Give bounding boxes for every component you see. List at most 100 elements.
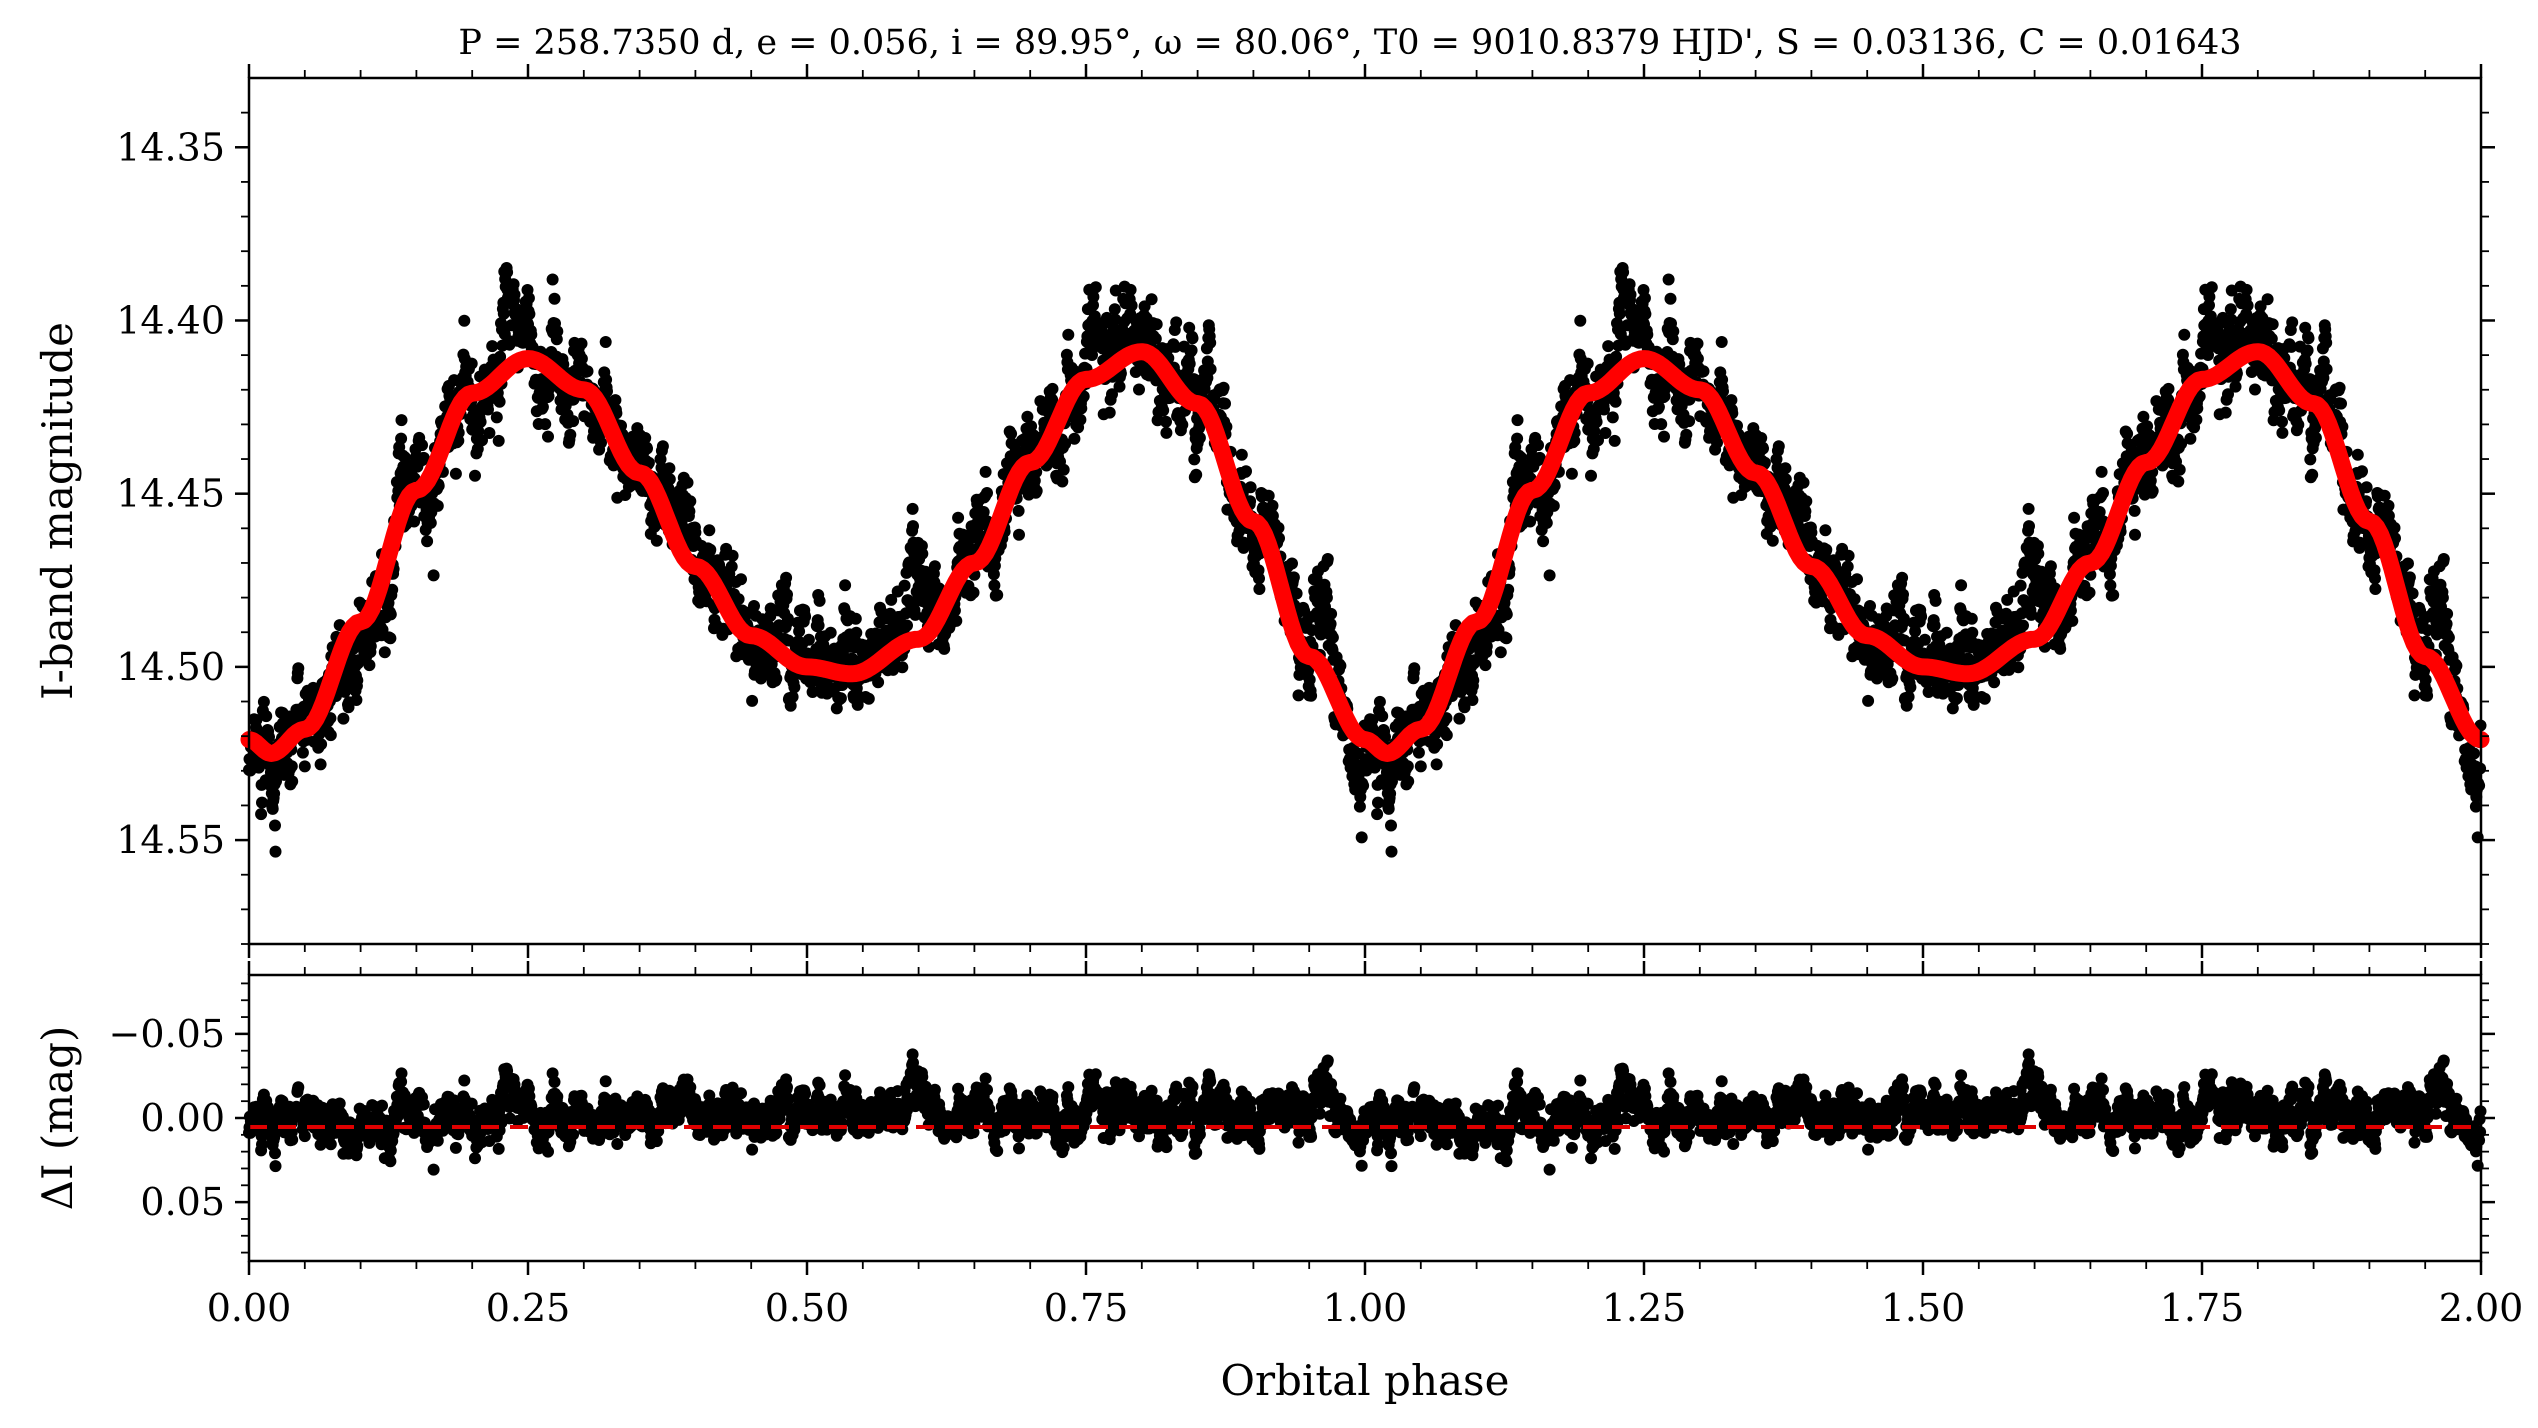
data-point — [2408, 689, 2421, 702]
data-point — [384, 632, 397, 645]
data-point — [1624, 288, 1637, 301]
data-point — [938, 642, 951, 655]
data-point — [1480, 640, 1493, 653]
data-point — [1240, 465, 1252, 478]
data-point — [458, 314, 471, 327]
data-point — [770, 672, 783, 685]
data-point — [1292, 689, 1305, 702]
data-point — [950, 614, 963, 627]
data-point — [2261, 293, 2274, 306]
data-point — [780, 571, 793, 584]
data-point — [2044, 560, 2057, 573]
data-point — [1928, 619, 1941, 632]
data-point — [269, 845, 282, 858]
data-point — [599, 336, 612, 348]
data-point — [548, 292, 561, 305]
data-point — [1325, 607, 1338, 620]
data-point — [906, 502, 919, 515]
data-point — [642, 456, 655, 469]
data-point — [1219, 397, 1231, 410]
data-point — [1013, 528, 1025, 541]
data-point — [285, 760, 298, 773]
data-point — [1357, 779, 1370, 792]
data-point — [1897, 588, 1909, 601]
data-point — [2173, 463, 2186, 476]
data-point — [449, 467, 462, 480]
data-point — [1532, 439, 1544, 452]
data-point — [1574, 314, 1587, 327]
data-point — [1401, 760, 1414, 773]
data-point — [1697, 365, 1710, 378]
data-point — [1502, 583, 1515, 596]
data-point — [2292, 418, 2305, 431]
data-point — [431, 499, 444, 512]
data-point — [257, 695, 270, 708]
data-point — [1886, 672, 1899, 685]
data-point — [2335, 397, 2347, 410]
data-point — [1609, 395, 1622, 408]
data-point — [2032, 547, 2045, 560]
data-point — [683, 505, 696, 518]
data-point — [802, 633, 815, 646]
data-point — [2023, 520, 2035, 533]
data-point — [839, 579, 852, 592]
data-point — [799, 610, 812, 623]
data-point — [850, 626, 863, 639]
data-point — [967, 586, 980, 599]
data-point — [1950, 692, 1963, 705]
data-point — [522, 292, 535, 305]
data-point — [2249, 383, 2261, 396]
data-point — [1160, 415, 1172, 428]
data-point — [746, 694, 759, 707]
data-point — [507, 278, 520, 291]
data-point — [1305, 689, 1318, 702]
data-point — [2240, 283, 2253, 296]
data-point — [735, 573, 747, 586]
data-point — [1150, 318, 1163, 331]
data-point — [2014, 579, 2027, 592]
data-point — [1244, 481, 1257, 494]
data-point — [1598, 403, 1610, 416]
data-point — [681, 476, 694, 489]
data-point — [595, 436, 607, 449]
data-point — [1030, 484, 1043, 497]
data-point — [1779, 462, 1792, 475]
data-point — [1641, 328, 1654, 341]
data-point — [2304, 453, 2317, 466]
data-point — [1602, 340, 1615, 353]
data-point — [1321, 553, 1334, 565]
data-point — [1848, 593, 1861, 606]
data-point — [1188, 453, 1201, 466]
data-point — [384, 608, 397, 621]
data-point — [1145, 293, 1158, 306]
data-point — [1494, 646, 1507, 659]
data-point — [1966, 626, 1979, 639]
data-point — [1524, 515, 1537, 528]
data-point — [386, 583, 399, 596]
data-point — [1658, 430, 1670, 443]
data-point — [813, 594, 826, 607]
data-point — [656, 440, 669, 453]
y-tick-label: 14.35 — [116, 125, 225, 169]
data-point — [703, 524, 716, 537]
data-point — [490, 411, 503, 424]
data-point — [991, 589, 1004, 601]
data-point — [2360, 481, 2373, 494]
data-point — [2403, 571, 2416, 584]
data-point — [2320, 363, 2333, 376]
data-point — [1511, 414, 1524, 427]
data-point — [1500, 632, 1513, 645]
data-point — [472, 425, 485, 437]
data-point — [1680, 428, 1693, 441]
data-point — [337, 712, 350, 725]
data-point — [269, 819, 281, 832]
data-point — [1056, 475, 1069, 488]
data-point — [1176, 418, 1189, 431]
data-point — [492, 434, 505, 447]
data-point — [609, 394, 622, 407]
data-point — [1385, 819, 1397, 832]
data-point — [1662, 273, 1675, 286]
data-point — [494, 350, 507, 363]
data-point — [1062, 328, 1075, 341]
data-point — [421, 535, 434, 548]
